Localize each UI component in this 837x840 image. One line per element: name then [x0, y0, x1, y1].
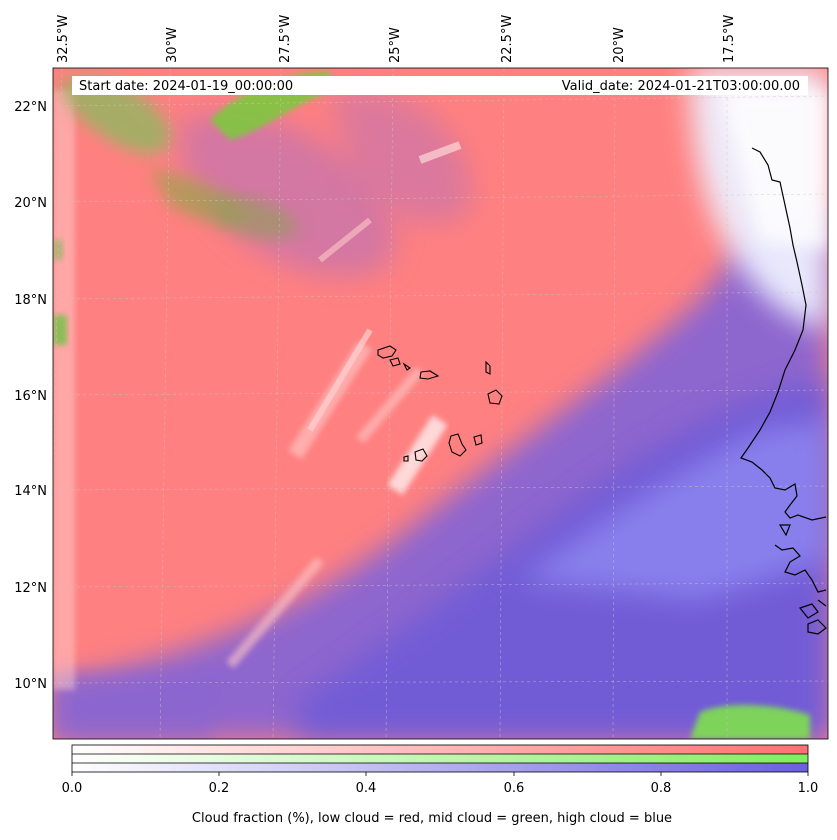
colorbar-tick-label: 0.6 — [504, 781, 525, 796]
colorbar-tick-label: 0.8 — [651, 781, 672, 796]
longitude-labels: 32.5°W 30°W 27.5°W 25°W 22.5°W 20°W 17.5… — [56, 15, 737, 63]
colorbar-high-cloud — [72, 763, 808, 772]
high-cloud-field — [53, 88, 828, 739]
lon-label: 22.5°W — [500, 15, 515, 63]
colorbar-tick-label: 0.4 — [356, 781, 377, 796]
lat-label: 12°N — [14, 581, 47, 596]
map-gridlines — [53, 68, 828, 739]
lat-label: 22°N — [14, 100, 47, 115]
lon-label: 17.5°W — [722, 15, 737, 63]
coastline — [740, 147, 827, 635]
lat-label: 10°N — [14, 677, 47, 692]
colorbar-tick-label: 1.0 — [798, 781, 819, 796]
cape-verde-islands — [377, 345, 503, 462]
colorbar-tick-label: 0.0 — [62, 781, 83, 796]
colorbar-label: Cloud fraction (%), low cloud = red, mid… — [192, 811, 672, 826]
lat-label: 16°N — [14, 389, 47, 404]
lon-label: 30°W — [165, 27, 180, 63]
latitude-labels: 22°N 20°N 18°N 16°N 14°N 12°N 10°N — [14, 100, 47, 692]
colorbar-low-cloud — [72, 745, 808, 754]
lon-label: 32.5°W — [56, 15, 71, 63]
lon-label: 20°W — [612, 27, 627, 63]
colorbar: 0.0 0.2 0.4 0.6 0.8 1.0 Cloud fraction (… — [62, 744, 819, 826]
lon-label: 27.5°W — [278, 15, 293, 63]
date-banner — [72, 76, 808, 95]
lon-label: 25°W — [388, 27, 403, 63]
lat-label: 18°N — [14, 293, 47, 308]
colorbar-tick-label: 0.2 — [209, 781, 230, 796]
lat-label: 14°N — [14, 484, 47, 499]
colorbar-mid-cloud — [72, 754, 808, 763]
map-frame — [52, 67, 829, 740]
valid-date-label: Valid_date: 2024-01-21T03:00:00.00 — [562, 79, 800, 94]
lat-label: 20°N — [14, 196, 47, 211]
map-panel: Start date: 2024-01-19_00:00:00 Valid_da… — [53, 68, 828, 739]
start-date-label: Start date: 2024-01-19_00:00:00 — [79, 79, 293, 94]
